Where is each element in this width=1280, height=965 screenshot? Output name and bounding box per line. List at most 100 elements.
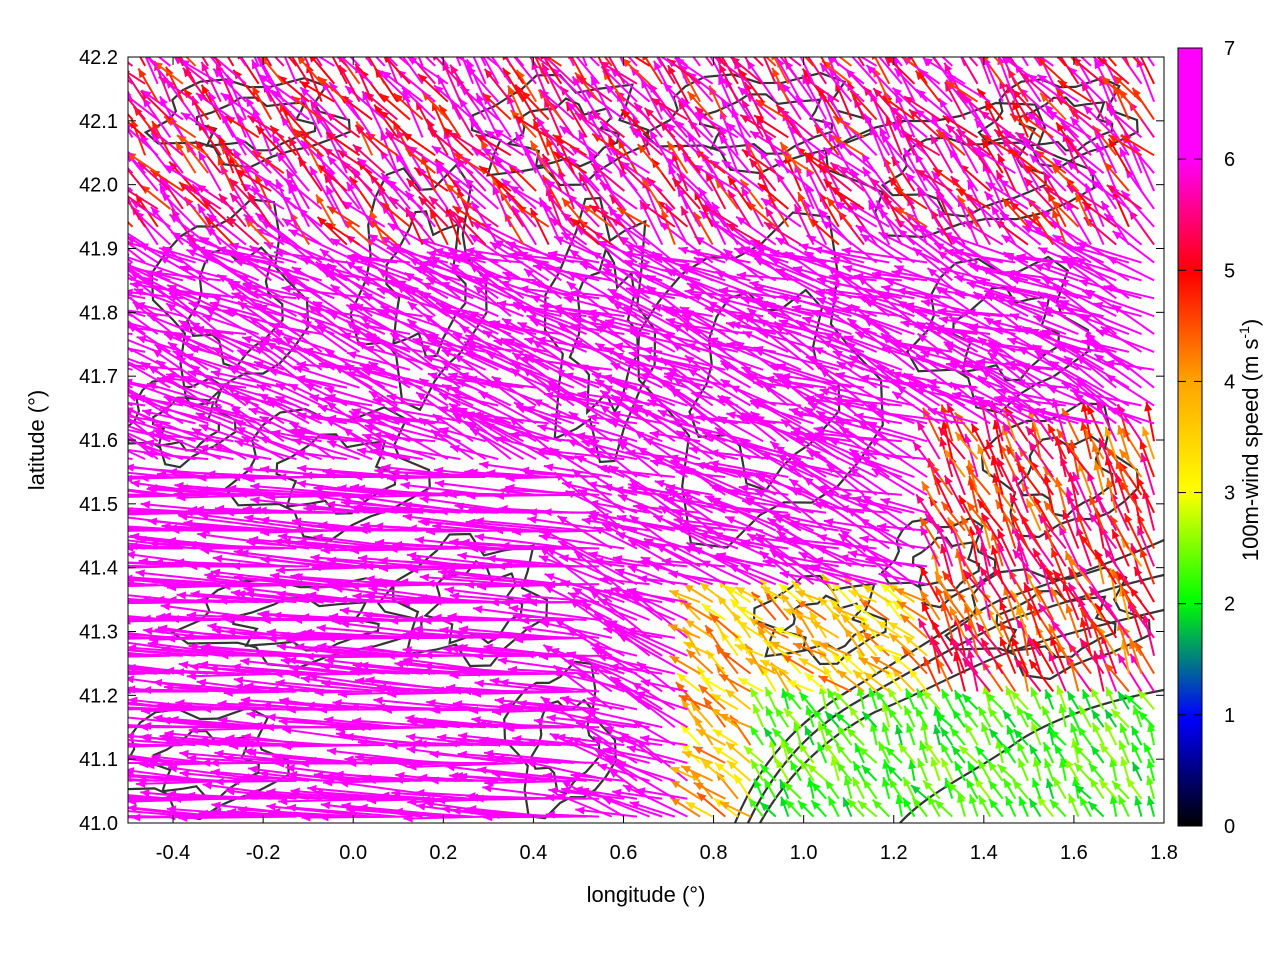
wind-vector bbox=[772, 26, 789, 66]
wind-vector bbox=[754, 779, 763, 799]
y-tick-label: 41.5 bbox=[79, 494, 118, 516]
x-tick-label: 0.4 bbox=[519, 842, 547, 864]
contour-line bbox=[152, 200, 308, 401]
wind-vector bbox=[292, 40, 334, 66]
wind-vector bbox=[60, 285, 132, 298]
wind-vector bbox=[492, 376, 536, 405]
wind-vector bbox=[988, 708, 1002, 728]
wind-vector bbox=[1134, 796, 1142, 817]
wind-vector bbox=[979, 795, 990, 816]
wind-vector bbox=[933, 725, 941, 745]
wind-vector bbox=[950, 727, 965, 745]
y-axis-label: latitude (°) bbox=[24, 390, 49, 491]
wind-vector bbox=[853, 777, 864, 799]
wind-vector bbox=[25, 793, 132, 801]
wind-vector bbox=[450, 445, 498, 459]
wind-vector bbox=[864, 672, 889, 691]
wind-vector bbox=[749, 798, 763, 817]
wind-vector bbox=[126, 30, 145, 66]
x-tick-label: -0.4 bbox=[156, 842, 190, 864]
wind-vector bbox=[316, 36, 347, 66]
wind-vector bbox=[167, 26, 183, 66]
wind-vector bbox=[1066, 759, 1079, 781]
wind-vector bbox=[1115, 37, 1141, 66]
y-tick-label: 41.8 bbox=[79, 302, 118, 324]
wind-vector bbox=[1109, 139, 1129, 174]
wind-vector bbox=[422, 92, 448, 120]
wind-vector bbox=[828, 796, 838, 816]
x-tick-label: 1.0 bbox=[790, 842, 818, 864]
wind-vector bbox=[212, 31, 233, 66]
y-tick-label: 41.6 bbox=[79, 430, 118, 452]
wind-vector bbox=[863, 779, 877, 799]
wind-vector bbox=[781, 373, 864, 388]
y-tick-label: 42.0 bbox=[79, 175, 118, 197]
wind-vector bbox=[1046, 779, 1054, 799]
wind-vector bbox=[825, 780, 838, 799]
colorbar-label: 100m-wind speed (m s-1) bbox=[1236, 319, 1263, 561]
y-tick-label: 41.7 bbox=[79, 366, 118, 388]
wind-vector bbox=[403, 34, 435, 66]
wind-vector bbox=[570, 147, 612, 174]
y-tick-label: 41.4 bbox=[79, 558, 118, 580]
wind-vector bbox=[1006, 796, 1016, 816]
wind-vector bbox=[373, 442, 460, 460]
wind-vector bbox=[694, 783, 726, 799]
wind-vector bbox=[1133, 762, 1142, 781]
wind-vector bbox=[39, 543, 133, 551]
wind-vector bbox=[1078, 727, 1091, 746]
wind-vector bbox=[606, 24, 624, 66]
wind-vector bbox=[135, 211, 171, 244]
wind-vector bbox=[948, 25, 965, 66]
wind-vector bbox=[1007, 725, 1015, 745]
x-tick-label: 1.6 bbox=[1060, 842, 1088, 864]
wind-vector bbox=[686, 31, 712, 66]
wind-vector bbox=[86, 387, 132, 406]
wind-vector bbox=[88, 397, 133, 423]
wind-vector bbox=[27, 730, 145, 745]
wind-vector bbox=[1045, 690, 1053, 710]
wind-vector bbox=[600, 405, 649, 441]
wind-vector bbox=[501, 51, 523, 84]
wind-vector bbox=[1006, 445, 1028, 477]
x-tick-label: 0.8 bbox=[700, 842, 728, 864]
wind-vector bbox=[844, 47, 877, 84]
wind-vector bbox=[26, 534, 145, 548]
wind-vector bbox=[1137, 477, 1154, 513]
wind-vector bbox=[1068, 67, 1104, 102]
wind-vector bbox=[1147, 796, 1155, 817]
wind-vector bbox=[509, 186, 548, 209]
wind-vector bbox=[1055, 744, 1066, 763]
wind-vector bbox=[1003, 710, 1015, 727]
colorbar-tick-label: 0 bbox=[1224, 816, 1235, 838]
wind-vector bbox=[32, 725, 132, 733]
wind-vector bbox=[57, 644, 132, 656]
wind-vector bbox=[346, 26, 372, 66]
wind-vector bbox=[870, 722, 878, 745]
x-tick-label: 1.8 bbox=[1150, 842, 1178, 864]
x-tick-label: 1.2 bbox=[880, 842, 908, 864]
wind-vector bbox=[916, 494, 939, 530]
colorbar-tick-label: 7 bbox=[1224, 38, 1235, 60]
wind-vector bbox=[1127, 25, 1155, 66]
wind-vector bbox=[862, 765, 877, 781]
wind-vector bbox=[1080, 796, 1091, 816]
wind-vector bbox=[64, 527, 133, 535]
wind-vector bbox=[908, 760, 916, 781]
wind-vector bbox=[916, 707, 928, 727]
wind-vector bbox=[750, 726, 763, 745]
wind-vector bbox=[1104, 284, 1154, 298]
wind-vector bbox=[1014, 27, 1041, 66]
wind-vector bbox=[915, 31, 952, 65]
wind-vector bbox=[1080, 535, 1103, 567]
wind-vector bbox=[684, 584, 713, 602]
contour-line bbox=[233, 598, 378, 651]
wind-vector bbox=[888, 708, 902, 727]
wind-vector bbox=[799, 658, 826, 673]
x-axis-label: longitude (°) bbox=[587, 882, 706, 907]
wind-vector bbox=[872, 468, 915, 494]
wind-vector bbox=[975, 778, 990, 798]
wind-vector bbox=[787, 692, 801, 710]
